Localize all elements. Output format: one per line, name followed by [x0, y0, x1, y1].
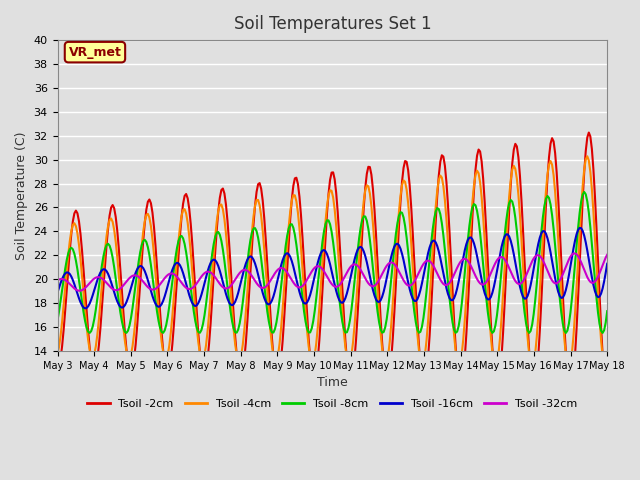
- Tsoil -8cm: [562, 330, 570, 336]
- Tsoil -32cm: [123, 279, 131, 285]
- Y-axis label: Soil Temperature (C): Soil Temperature (C): [15, 131, 28, 260]
- Tsoil -8cm: [604, 308, 611, 314]
- Tsoil -2cm: [236, 372, 244, 378]
- Tsoil -2cm: [573, 326, 580, 332]
- Tsoil -16cm: [81, 305, 89, 311]
- Tsoil -8cm: [245, 247, 253, 253]
- Tsoil -2cm: [585, 130, 593, 135]
- Tsoil -4cm: [573, 285, 580, 290]
- Tsoil -8cm: [294, 254, 301, 260]
- Legend: Tsoil -2cm, Tsoil -4cm, Tsoil -8cm, Tsoil -16cm, Tsoil -32cm: Tsoil -2cm, Tsoil -4cm, Tsoil -8cm, Tsoi…: [83, 395, 582, 414]
- Tsoil -32cm: [237, 268, 245, 274]
- Tsoil -2cm: [294, 181, 301, 187]
- Tsoil -32cm: [296, 285, 303, 290]
- Tsoil -16cm: [246, 253, 254, 259]
- Tsoil -16cm: [54, 289, 61, 295]
- Tsoil -4cm: [236, 357, 244, 363]
- Tsoil -4cm: [602, 366, 609, 372]
- Tsoil -8cm: [574, 225, 582, 230]
- Tsoil -32cm: [571, 251, 579, 256]
- Tsoil -32cm: [219, 284, 227, 290]
- Tsoil -32cm: [75, 288, 83, 294]
- Tsoil -8cm: [580, 189, 588, 195]
- Tsoil -8cm: [121, 329, 129, 335]
- Tsoil -2cm: [245, 294, 253, 300]
- Tsoil -2cm: [604, 390, 611, 396]
- Tsoil -8cm: [54, 317, 61, 323]
- Line: Tsoil -4cm: Tsoil -4cm: [58, 156, 607, 369]
- Tsoil -2cm: [54, 366, 61, 372]
- Tsoil -2cm: [218, 187, 225, 193]
- Title: Soil Temperatures Set 1: Soil Temperatures Set 1: [234, 15, 431, 33]
- Tsoil -4cm: [121, 338, 129, 344]
- Tsoil -32cm: [604, 252, 611, 258]
- Line: Tsoil -32cm: Tsoil -32cm: [58, 253, 607, 291]
- Tsoil -4cm: [604, 361, 611, 367]
- Line: Tsoil -8cm: Tsoil -8cm: [58, 192, 607, 333]
- Tsoil -16cm: [574, 227, 582, 233]
- Tsoil -32cm: [54, 277, 61, 283]
- X-axis label: Time: Time: [317, 376, 348, 389]
- Tsoil -32cm: [576, 256, 584, 262]
- Line: Tsoil -2cm: Tsoil -2cm: [58, 132, 607, 393]
- Tsoil -8cm: [218, 238, 225, 244]
- Tsoil -16cm: [237, 278, 245, 284]
- Tsoil -4cm: [584, 154, 591, 159]
- Tsoil -32cm: [246, 271, 254, 277]
- Tsoil -16cm: [576, 225, 584, 231]
- Tsoil -4cm: [294, 210, 301, 216]
- Tsoil -16cm: [296, 289, 303, 295]
- Tsoil -16cm: [219, 279, 227, 285]
- Text: VR_met: VR_met: [68, 46, 122, 59]
- Tsoil -4cm: [218, 202, 225, 207]
- Tsoil -16cm: [123, 299, 131, 305]
- Tsoil -16cm: [604, 261, 611, 266]
- Tsoil -8cm: [236, 320, 244, 326]
- Tsoil -4cm: [245, 267, 253, 273]
- Line: Tsoil -16cm: Tsoil -16cm: [58, 228, 607, 308]
- Tsoil -4cm: [54, 351, 61, 357]
- Tsoil -2cm: [121, 329, 129, 335]
